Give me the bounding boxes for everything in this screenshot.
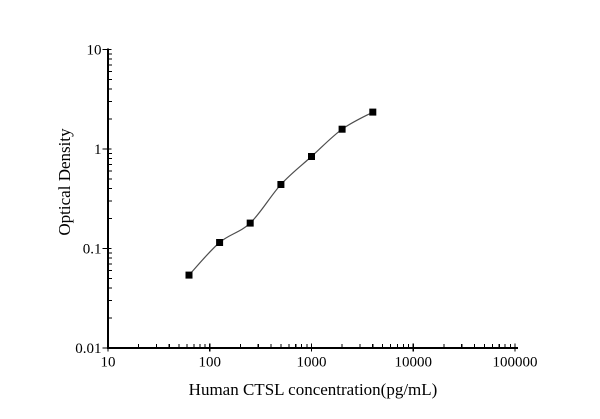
y-tick-label: 0.1 [83, 242, 102, 258]
y-axis-label: Optical Density [55, 128, 74, 236]
y-tick-label: 1 [94, 142, 102, 158]
x-tick-label: 100000 [493, 355, 538, 371]
data-point-marker [185, 271, 193, 279]
x-tick-label: 1000 [297, 355, 327, 371]
data-point-marker [369, 108, 377, 116]
y-tick-label: 10 [87, 43, 102, 59]
x-tick-label: 100 [199, 355, 222, 371]
fit-line [188, 111, 374, 276]
y-tick-label: 0.01 [75, 341, 101, 357]
x-tick-label: 10 [101, 355, 116, 371]
x-axis-label: Human CTSL concentration(pg/mL) [188, 380, 438, 399]
data-point-marker [277, 181, 285, 188]
data-point-marker [308, 153, 315, 160]
data-point-marker [246, 219, 254, 227]
data-point-marker [338, 125, 346, 133]
x-tick-label: 10000 [395, 355, 433, 371]
data-point-marker [216, 239, 224, 246]
